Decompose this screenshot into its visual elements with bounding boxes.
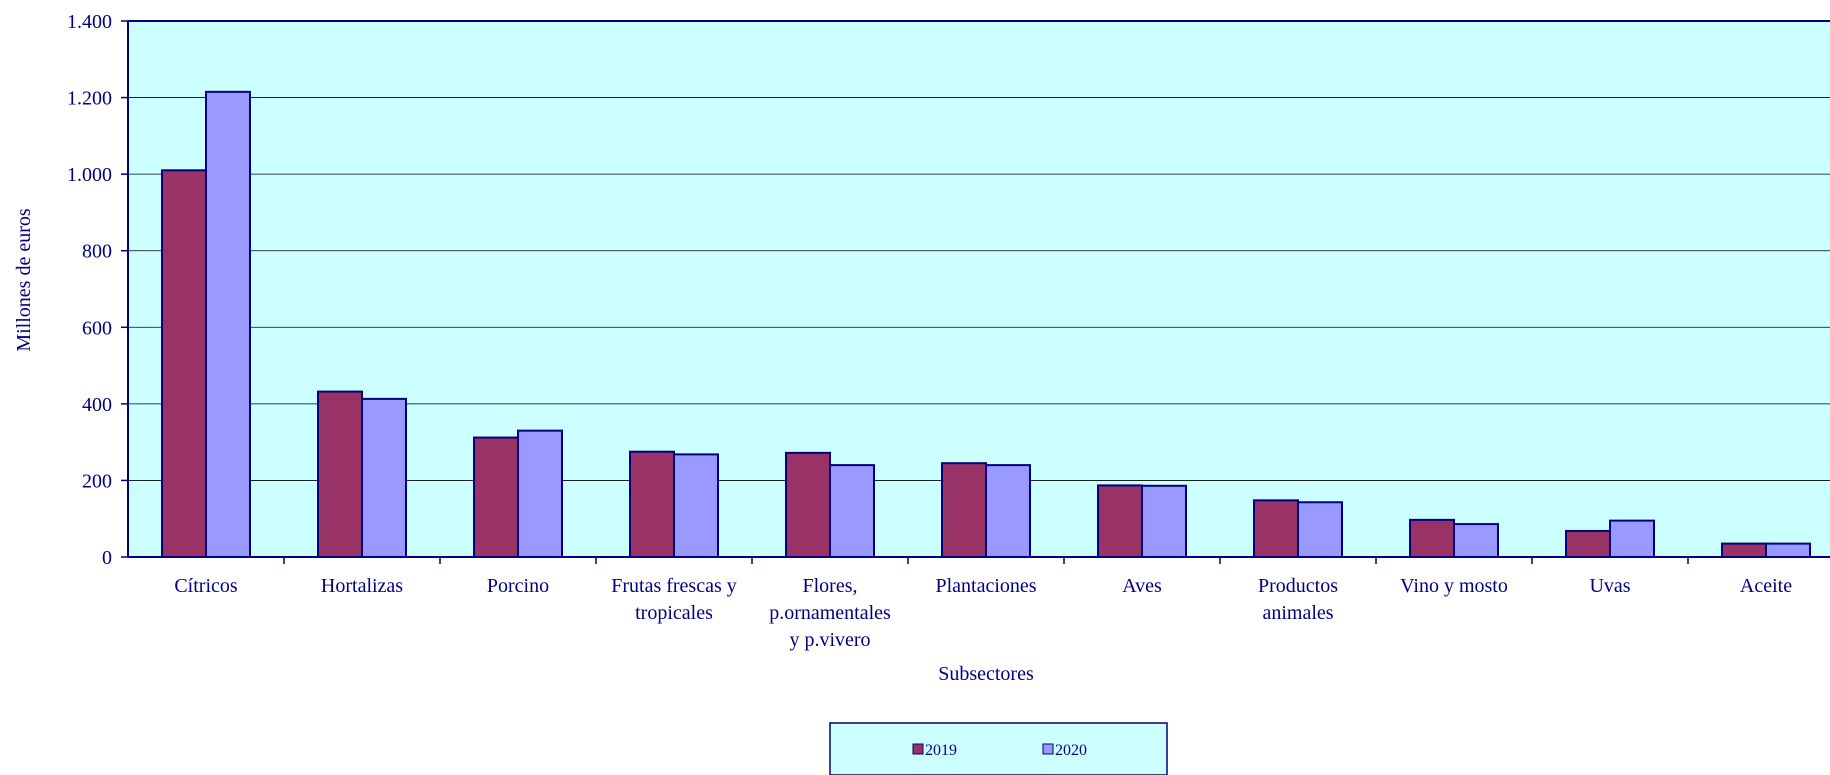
bar-2019-10 — [1721, 542, 1767, 558]
bar-2019-1 — [317, 390, 363, 558]
bar-2019-2 — [473, 436, 519, 559]
x-axis-ticks: Cítricos Hortalizas Porcino Frutas frescas … — [174, 557, 1792, 651]
x-tick-label: Plantaciones — [935, 575, 1036, 597]
x-tick-label: Productos animales — [1258, 575, 1338, 624]
bar-2020-4 — [829, 464, 875, 558]
bar-2020-7 — [1297, 501, 1343, 559]
y-tick-label: 0 — [102, 547, 112, 569]
y-tick-label: 1.000 — [67, 164, 112, 186]
legend: 2019 2020 — [829, 722, 1168, 775]
x-tick-label: Aceite — [1740, 575, 1792, 597]
bar-2020-8 — [1453, 523, 1499, 558]
y-tick-label: 1.200 — [67, 88, 112, 110]
bars — [161, 90, 1811, 559]
bar-2019-5 — [941, 462, 987, 559]
legend-swatch-2019 — [912, 743, 924, 755]
y-tick-label: 800 — [82, 241, 112, 263]
bar-2020-6 — [1141, 484, 1187, 558]
bar-2020-1 — [361, 397, 407, 558]
legend-box — [829, 722, 1168, 775]
bar-2020-9 — [1609, 519, 1655, 559]
y-tick-label: 400 — [82, 394, 112, 416]
x-axis-label: Subsectores — [938, 663, 1034, 685]
x-tick-label: Aves — [1122, 575, 1162, 597]
x-tick-label: Vino y mosto — [1400, 575, 1508, 597]
bar-2019-7 — [1253, 499, 1299, 558]
bar-2019-9 — [1565, 529, 1611, 558]
bar-2020-2 — [517, 429, 563, 558]
y-tick-label: 200 — [82, 470, 112, 492]
bar-2019-3 — [629, 450, 675, 559]
x-tick-label: Hortalizas — [321, 575, 403, 597]
gridlines — [128, 97, 1830, 481]
bar-2019-6 — [1097, 484, 1143, 558]
bar-2019-4 — [785, 451, 831, 558]
x-tick-label: Uvas — [1589, 575, 1630, 597]
bar-2019-0 — [161, 169, 207, 558]
bar-2020-5 — [985, 464, 1031, 558]
bar-2020-3 — [673, 453, 719, 558]
x-tick-label: Flores, p.ornamentales y p.vivero — [769, 575, 891, 651]
legend-label-2019: 2019 — [925, 742, 957, 759]
x-tick-label: Frutas frescas y tropicales — [611, 575, 737, 624]
legend-swatch-2020 — [1042, 743, 1054, 755]
bar-2020-10 — [1765, 542, 1811, 558]
y-axis-ticks: 0 200 400 600 800 1.000 1.200 1.400 — [67, 11, 128, 569]
x-tick-label: Cítricos — [174, 575, 238, 597]
legend-label-2020: 2020 — [1055, 742, 1087, 759]
y-tick-label: 600 — [82, 317, 112, 339]
x-tick-label: Porcino — [487, 575, 549, 597]
bar-2019-8 — [1409, 518, 1455, 558]
y-tick-label: 1.400 — [67, 11, 112, 33]
y-axis-label: Millones de euros — [13, 208, 35, 352]
bar-2020-0 — [205, 90, 251, 558]
